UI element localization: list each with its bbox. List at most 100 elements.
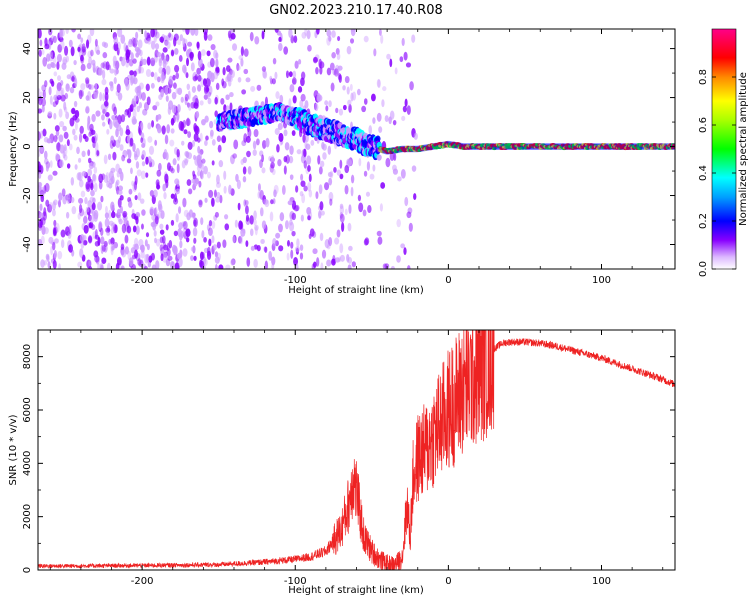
noise-speck — [357, 88, 361, 96]
noise-speck — [103, 42, 109, 49]
noise-speck — [80, 54, 84, 62]
noise-speck — [347, 99, 352, 106]
noise-speck — [188, 103, 192, 111]
noise-speck — [39, 164, 44, 175]
noise-speck — [350, 174, 355, 184]
noise-speck — [38, 29, 42, 39]
noise-speck — [133, 95, 139, 102]
noise-speck — [201, 158, 206, 164]
noise-speck — [342, 104, 347, 111]
noise-speck — [154, 216, 159, 225]
noise-speck — [91, 202, 96, 211]
noise-speck — [190, 29, 196, 36]
noise-speck — [237, 76, 242, 83]
noise-speck — [49, 160, 53, 168]
noise-speck — [121, 154, 126, 162]
noise-speck — [182, 197, 187, 208]
noise-speck — [150, 29, 156, 38]
noise-speck — [324, 100, 329, 106]
noise-speck — [105, 112, 110, 118]
noise-speck — [63, 154, 68, 161]
noise-speck — [57, 199, 61, 208]
noise-speck — [109, 119, 113, 130]
noise-speck — [46, 63, 52, 70]
noise-speck — [58, 31, 64, 39]
noise-speck — [91, 59, 96, 66]
noise-speck — [86, 62, 92, 70]
noise-speck — [224, 214, 229, 220]
noise-speck — [144, 253, 149, 264]
noise-speck — [211, 235, 215, 244]
noise-speck — [328, 35, 332, 42]
noise-speck — [351, 261, 356, 268]
noise-speck — [140, 137, 144, 144]
noise-speck — [49, 78, 54, 84]
noise-speck — [147, 136, 153, 143]
noise-speck — [344, 208, 348, 216]
colorbar-label: Normalized spectral amplitude — [738, 72, 749, 226]
colorbar-tick-label: 0.4 — [698, 165, 709, 181]
noise-speck — [261, 30, 265, 40]
noise-speck — [137, 125, 141, 134]
noise-speck — [250, 245, 255, 251]
noise-speck — [71, 76, 75, 82]
noise-speck — [117, 197, 122, 208]
noise-speck — [48, 86, 52, 96]
noise-speck — [249, 215, 254, 225]
noise-speck — [186, 57, 189, 67]
noise-speck — [164, 86, 169, 96]
noise-speck — [269, 157, 275, 163]
noise-speck — [55, 154, 61, 162]
noise-speck — [55, 222, 60, 233]
noise-speck — [206, 50, 211, 57]
noise-speck — [137, 258, 142, 266]
noise-speck — [74, 109, 80, 119]
noise-speck — [175, 213, 179, 223]
noise-speck — [306, 206, 312, 215]
noise-speck — [162, 183, 167, 192]
noise-speck — [307, 44, 312, 52]
noise-speck — [120, 114, 126, 123]
noise-speck — [153, 207, 157, 217]
noise-speck — [263, 198, 269, 205]
noise-speck — [295, 263, 299, 269]
noise-speck — [155, 238, 161, 247]
noise-speck — [170, 219, 175, 226]
noise-speck — [161, 248, 165, 255]
noise-speck — [213, 189, 217, 198]
noise-speck — [239, 234, 243, 245]
noise-speck — [303, 185, 308, 192]
noise-speck — [290, 241, 294, 249]
noise-speck — [145, 83, 150, 92]
noise-speck — [185, 237, 190, 243]
noise-speck — [56, 53, 62, 63]
noise-speck — [154, 139, 158, 146]
noise-speck — [78, 197, 84, 204]
noise-speck — [88, 266, 93, 269]
noise-speck — [192, 140, 196, 148]
noise-speck — [256, 245, 261, 252]
x-tick-label: 100 — [592, 275, 611, 286]
noise-speck — [94, 234, 100, 240]
noise-speck — [347, 264, 352, 269]
noise-speck — [268, 250, 273, 261]
noise-speck — [141, 149, 146, 159]
noise-speck — [319, 232, 324, 242]
noise-speck — [99, 262, 104, 269]
noise-speck — [198, 180, 202, 188]
noise-speck — [134, 194, 138, 201]
noise-speck — [135, 225, 140, 235]
noise-speck — [131, 180, 135, 187]
noise-speck — [214, 97, 218, 105]
noise-speck — [144, 239, 148, 247]
noise-speck — [178, 206, 182, 214]
noise-speck — [214, 263, 218, 269]
noise-speck — [102, 52, 108, 59]
noise-speck — [392, 119, 397, 126]
noise-speck — [366, 161, 371, 171]
noise-speck — [184, 158, 189, 166]
noise-speck — [56, 95, 62, 101]
noise-speck — [100, 104, 106, 111]
noise-speck — [196, 67, 201, 75]
noise-speck — [94, 229, 98, 239]
